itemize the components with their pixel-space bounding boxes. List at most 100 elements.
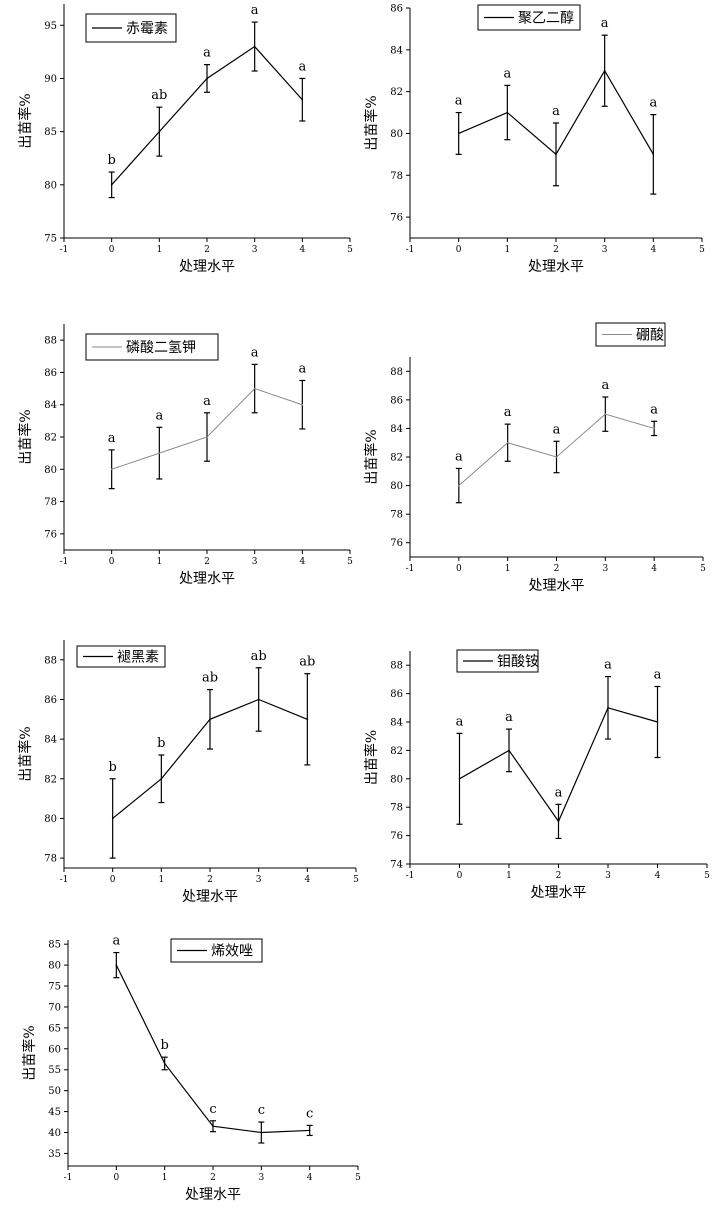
x-tick-label: 0 bbox=[109, 245, 115, 255]
significance-letter: a bbox=[203, 394, 211, 409]
data-point bbox=[555, 153, 557, 156]
significance-letter: a bbox=[456, 714, 464, 729]
x-tick-label: 2 bbox=[204, 557, 210, 567]
data-point bbox=[603, 69, 606, 72]
data-point bbox=[253, 387, 256, 390]
y-tick-label: 60 bbox=[48, 1044, 61, 1055]
legend-label: 磷酸二氢钾 bbox=[126, 340, 196, 356]
x-tick-label: 2 bbox=[210, 1173, 216, 1183]
y-axis-label: 出苗率% bbox=[363, 429, 380, 484]
y-axis-label: 出苗率% bbox=[17, 726, 34, 781]
y-axis-label: 出苗率% bbox=[17, 93, 34, 148]
data-point bbox=[206, 77, 208, 80]
significance-letter: a bbox=[555, 785, 563, 800]
data-point bbox=[206, 436, 208, 438]
x-tick-label: 5 bbox=[704, 871, 710, 881]
significance-letter: a bbox=[455, 94, 463, 109]
x-tick-label: 1 bbox=[504, 245, 510, 255]
x-tick-label: 2 bbox=[207, 875, 213, 885]
x-tick-label: 5 bbox=[353, 875, 359, 885]
y-tick-label: 88 bbox=[390, 367, 403, 378]
data-point bbox=[457, 132, 460, 135]
y-tick-label: 78 bbox=[44, 497, 57, 508]
y-tick-label: 82 bbox=[44, 433, 57, 444]
y-axis-label: 出苗率% bbox=[363, 95, 380, 150]
y-tick-label: 95 bbox=[44, 21, 57, 32]
x-tick-label: 1 bbox=[506, 871, 512, 881]
y-tick-label: 80 bbox=[390, 481, 403, 492]
x-axis-label: 处理水平 bbox=[529, 578, 585, 594]
significance-letter: a bbox=[298, 59, 306, 74]
y-tick-label: 85 bbox=[48, 940, 61, 951]
data-point bbox=[253, 45, 256, 48]
y-tick-label: 90 bbox=[44, 74, 57, 85]
data-point bbox=[506, 441, 509, 444]
significance-letter: b bbox=[157, 736, 165, 751]
x-axis-label: 处理水平 bbox=[179, 571, 235, 587]
significance-letter: a bbox=[649, 96, 657, 111]
significance-letter: a bbox=[112, 934, 120, 949]
data-point bbox=[209, 718, 211, 721]
x-tick-label: 4 bbox=[299, 245, 305, 255]
significance-letter: a bbox=[601, 378, 609, 393]
x-axis-label: 处理水平 bbox=[185, 1187, 241, 1203]
y-tick-label: 76 bbox=[44, 529, 57, 540]
significance-letter: a bbox=[251, 3, 259, 18]
y-tick-label: 85 bbox=[44, 127, 57, 138]
y-tick-label: 40 bbox=[48, 1128, 61, 1139]
data-point bbox=[306, 718, 309, 721]
significance-letter: a bbox=[650, 402, 658, 417]
x-tick-label: 3 bbox=[252, 245, 258, 255]
data-point bbox=[458, 778, 461, 780]
y-tick-label: 80 bbox=[44, 180, 57, 191]
y-tick-label: 78 bbox=[390, 803, 403, 814]
x-axis-label: 处理水平 bbox=[179, 259, 235, 275]
x-tick-label: -1 bbox=[64, 1173, 73, 1183]
y-tick-label: 84 bbox=[44, 400, 57, 411]
x-tick-label: 4 bbox=[651, 564, 657, 574]
legend-label: 烯效唑 bbox=[211, 944, 253, 960]
y-tick-label: 45 bbox=[48, 1107, 61, 1118]
chart-panel: 78 80 82 84 86 88 -1 0 1 2 3 4 5 处理水平 出苗率% b b ab ab ab 褪黑素 bbox=[17, 640, 359, 905]
y-tick-label: 84 bbox=[44, 735, 57, 746]
y-tick-label: 86 bbox=[390, 395, 403, 406]
y-axis-label: 出苗率% bbox=[21, 1025, 38, 1080]
y-tick-label: 75 bbox=[44, 234, 57, 245]
x-tick-label: 1 bbox=[505, 564, 511, 574]
x-tick-label: 3 bbox=[252, 557, 258, 567]
x-tick-label: -1 bbox=[406, 245, 415, 255]
significance-letter: ab bbox=[151, 88, 167, 103]
significance-letter: a bbox=[504, 405, 512, 420]
legend-box bbox=[170, 938, 263, 963]
data-point bbox=[158, 130, 161, 133]
y-tick-label: 78 bbox=[390, 510, 403, 521]
x-tick-label: 3 bbox=[605, 871, 611, 881]
chart-panel: 74 76 78 80 82 84 86 88 -1 0 1 2 3 4 5 处理水平 出苗率% a a a a a 钼酸铵 bbox=[363, 649, 710, 901]
x-tick-label: 4 bbox=[307, 1173, 313, 1183]
data-point bbox=[257, 698, 260, 701]
y-tick-label: 88 bbox=[44, 655, 57, 666]
data-point bbox=[301, 98, 304, 101]
x-tick-label: 5 bbox=[700, 564, 706, 574]
y-tick-label: 84 bbox=[390, 45, 403, 56]
significance-letter: a bbox=[251, 345, 259, 360]
y-tick-label: 86 bbox=[44, 695, 57, 706]
y-axis-label: 出苗率% bbox=[363, 730, 380, 785]
y-tick-label: 80 bbox=[390, 129, 403, 140]
data-point bbox=[110, 468, 113, 471]
y-tick-label: 80 bbox=[44, 465, 57, 476]
significance-letter: a bbox=[155, 408, 163, 423]
data-point bbox=[115, 964, 118, 966]
x-tick-label: -1 bbox=[60, 245, 69, 255]
y-tick-label: 78 bbox=[390, 171, 403, 182]
data-point bbox=[652, 153, 655, 156]
y-tick-label: 84 bbox=[390, 718, 403, 729]
significance-letter: c bbox=[258, 1103, 265, 1118]
x-tick-label: 0 bbox=[113, 1173, 119, 1183]
significance-letter: a bbox=[108, 431, 116, 446]
data-point bbox=[160, 777, 163, 780]
significance-letter: a bbox=[203, 46, 211, 61]
legend-box bbox=[76, 645, 166, 668]
y-tick-label: 76 bbox=[390, 831, 403, 842]
data-point bbox=[656, 721, 659, 723]
